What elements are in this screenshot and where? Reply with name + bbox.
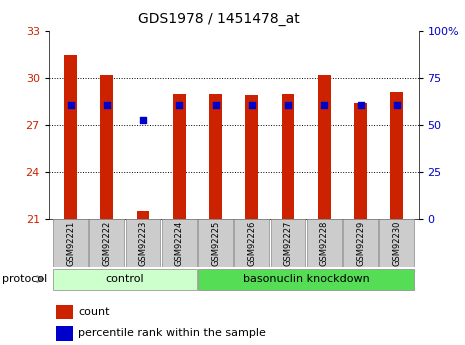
Text: control: control (106, 274, 144, 284)
Text: percentile rank within the sample: percentile rank within the sample (79, 328, 266, 338)
Text: protocol: protocol (2, 274, 47, 284)
Point (393, 102, 400, 107)
Bar (137, 211, 149, 219)
Bar (198, 219, 233, 267)
Text: GSM92227: GSM92227 (284, 220, 292, 266)
Point (284, 102, 292, 107)
Text: GSM92222: GSM92222 (102, 220, 111, 266)
Bar (173, 94, 186, 219)
Text: GSM92228: GSM92228 (320, 220, 329, 266)
Point (357, 102, 364, 107)
Bar (379, 219, 414, 267)
Bar (53, 268, 197, 290)
Text: GSM92221: GSM92221 (66, 220, 75, 266)
Bar (53, 219, 88, 267)
Bar (198, 268, 414, 290)
Text: GSM92229: GSM92229 (356, 220, 365, 266)
Text: GSM92226: GSM92226 (247, 220, 256, 266)
Point (320, 102, 328, 107)
Point (140, 118, 147, 123)
Point (176, 102, 183, 107)
Bar (56, 305, 73, 319)
Bar (318, 75, 331, 219)
Point (248, 102, 255, 107)
Text: GSM92230: GSM92230 (392, 220, 401, 266)
Bar (271, 219, 306, 267)
Bar (282, 94, 294, 219)
Bar (64, 55, 77, 219)
Bar (100, 75, 113, 219)
Bar (126, 219, 160, 267)
Bar (162, 219, 197, 267)
Point (103, 102, 111, 107)
Bar (234, 219, 269, 267)
Text: basonuclin knockdown: basonuclin knockdown (243, 274, 370, 284)
Bar (343, 219, 378, 267)
Bar (56, 326, 73, 341)
Bar (246, 95, 258, 219)
Point (67, 102, 74, 107)
Text: GSM92223: GSM92223 (139, 220, 147, 266)
Text: GDS1978 / 1451478_at: GDS1978 / 1451478_at (138, 12, 299, 26)
Bar (307, 219, 342, 267)
Text: GSM92224: GSM92224 (175, 220, 184, 266)
Text: count: count (79, 307, 110, 317)
Bar (89, 219, 124, 267)
Bar (209, 94, 222, 219)
Bar (354, 103, 367, 219)
Bar (391, 92, 403, 219)
Point (212, 102, 219, 107)
Text: GSM92225: GSM92225 (211, 220, 220, 266)
